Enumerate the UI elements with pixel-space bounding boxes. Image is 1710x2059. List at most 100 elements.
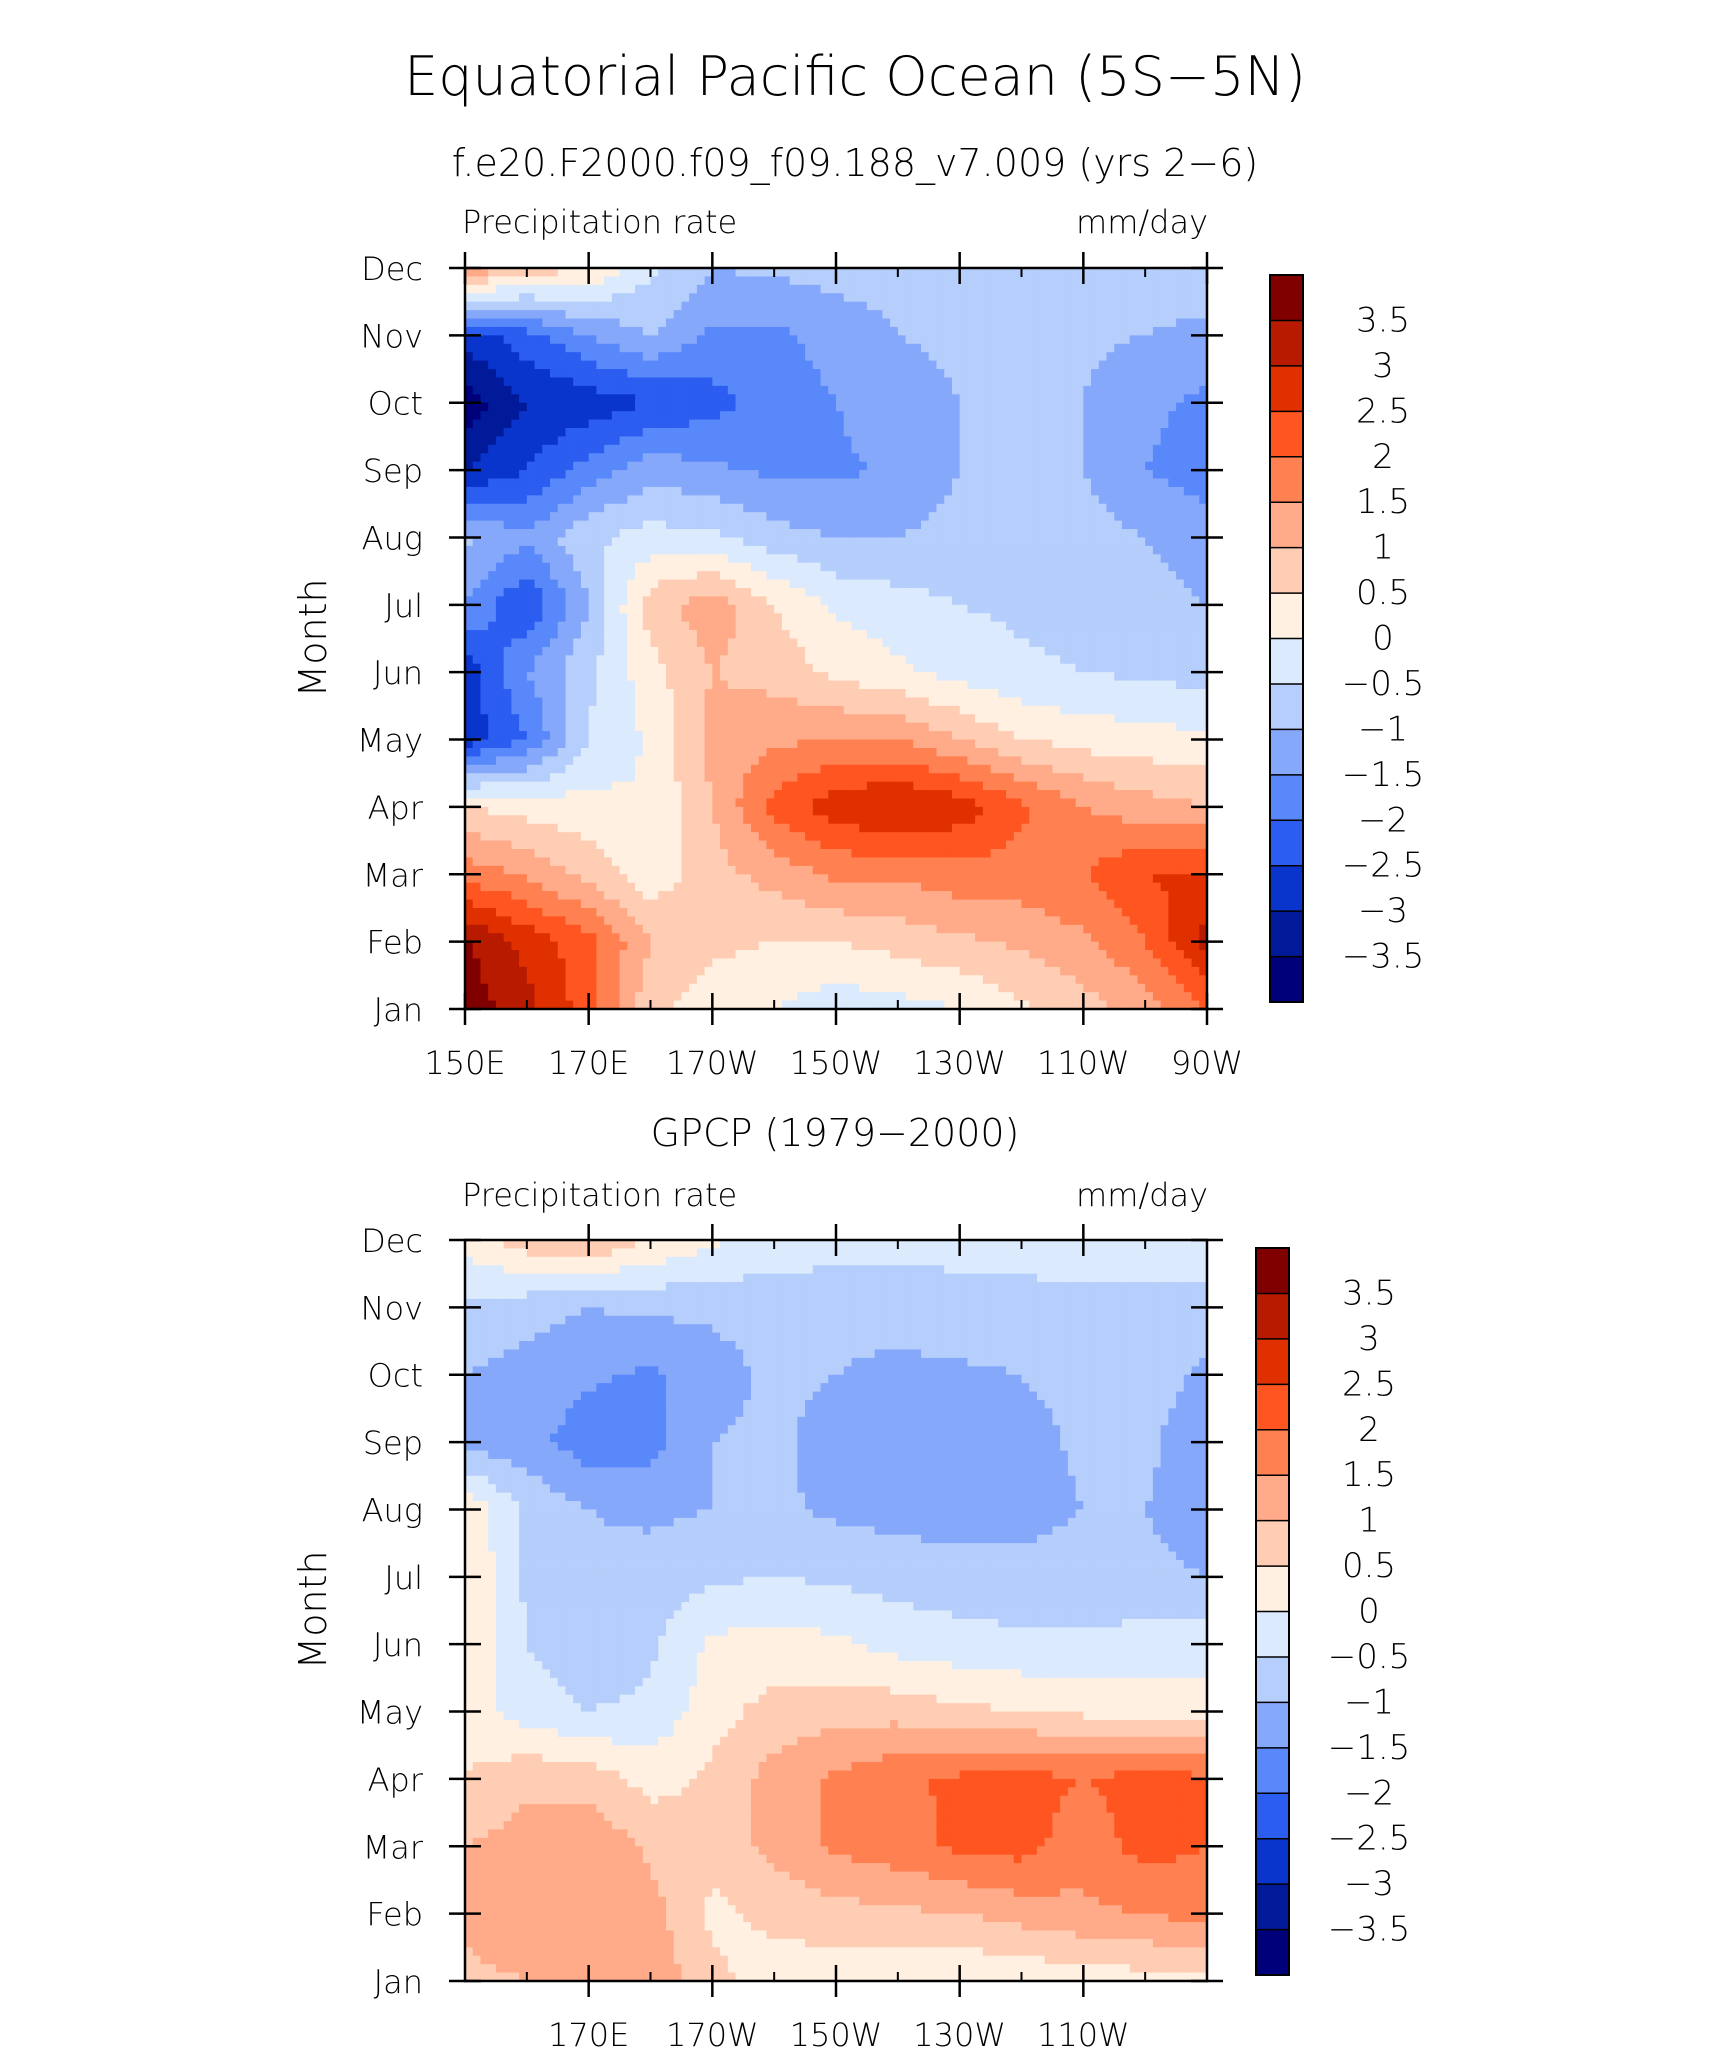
contour-cell	[735, 444, 744, 454]
contour-cell	[882, 655, 891, 665]
contour-cell	[503, 621, 512, 631]
contour-cell	[1183, 646, 1193, 656]
contour-cell	[866, 268, 876, 278]
contour-cell	[882, 453, 891, 463]
contour-cell	[604, 385, 613, 395]
contour-cell	[511, 385, 520, 395]
contour-cell	[689, 537, 698, 547]
contour-cell	[951, 268, 961, 278]
contour-cell	[743, 343, 752, 353]
contour-cell	[557, 453, 567, 463]
contour-cell	[735, 419, 744, 429]
contour-cell	[820, 562, 829, 572]
contour-cell	[951, 663, 961, 673]
contour-cell	[534, 571, 543, 581]
contour-cell	[627, 478, 636, 488]
contour-cell	[696, 520, 706, 530]
contour-cell	[774, 310, 783, 320]
contour-cell	[488, 503, 497, 513]
contour-cell	[1021, 276, 1030, 286]
contour-cell	[897, 495, 907, 505]
contour-cell	[689, 369, 698, 379]
contour-cell	[596, 512, 605, 522]
contour-cell	[573, 427, 582, 438]
contour-cell	[1006, 503, 1015, 513]
contour-cell	[750, 394, 760, 404]
contour-cell	[573, 537, 582, 547]
contour-cell	[1067, 318, 1077, 328]
contour-cell	[866, 503, 876, 513]
contour-cell	[557, 276, 567, 286]
contour-cell	[689, 672, 698, 682]
contour-cell	[805, 385, 814, 395]
contour-cell	[812, 571, 822, 581]
contour-cell	[727, 385, 737, 395]
contour-cell	[959, 663, 968, 673]
contour-cell	[1106, 646, 1115, 656]
contour-cell	[635, 310, 644, 320]
contour-cell	[588, 537, 597, 547]
contour-cell	[874, 360, 883, 370]
contour-cell	[774, 672, 783, 682]
contour-cell	[465, 301, 474, 311]
contour-cell	[982, 503, 992, 513]
contour-cell	[890, 301, 899, 311]
contour-cell	[1191, 554, 1200, 564]
contour-cell	[998, 478, 1007, 488]
contour-cell	[836, 419, 845, 429]
contour-cell	[1013, 503, 1023, 513]
contour-cell	[882, 436, 891, 446]
contour-cell	[604, 335, 613, 345]
contour-cell	[526, 621, 536, 631]
contour-cell	[781, 655, 791, 665]
contour-cell	[488, 680, 497, 690]
contour-cell	[580, 529, 590, 539]
contour-cell	[704, 419, 713, 429]
contour-cell	[828, 545, 837, 555]
contour-cell	[836, 385, 845, 395]
contour-cell	[1067, 276, 1077, 286]
contour-cell	[642, 343, 652, 353]
contour-cell	[627, 293, 636, 303]
contour-cell	[843, 301, 853, 311]
contour-cell	[511, 360, 520, 370]
contour-cell	[797, 579, 806, 589]
contour-cell	[789, 537, 798, 547]
contour-cell	[704, 571, 713, 581]
contour-cell	[1021, 638, 1030, 648]
contour-cell	[874, 453, 883, 463]
contour-cell	[727, 537, 737, 547]
contour-cell	[565, 545, 574, 555]
contour-cell	[851, 646, 860, 656]
contour-cell	[488, 343, 497, 353]
contour-cell	[542, 318, 551, 328]
contour-cell	[1067, 571, 1077, 581]
contour-cell	[944, 562, 953, 572]
contour-cell	[681, 369, 690, 379]
contour-cell	[1199, 326, 1208, 336]
contour-cell	[1121, 529, 1131, 539]
contour-cell	[511, 470, 520, 480]
contour-cell	[550, 444, 559, 454]
contour-cell	[1160, 394, 1169, 404]
contour-cell	[1091, 689, 1100, 699]
contour-cell	[735, 301, 744, 311]
contour-cell	[557, 268, 567, 278]
contour-cell	[1199, 419, 1208, 429]
contour-cell	[503, 638, 512, 648]
contour-cell	[526, 545, 536, 555]
contour-cell	[1129, 343, 1139, 353]
contour-cell	[519, 512, 528, 522]
contour-cell	[967, 554, 976, 564]
contour-cell	[1052, 579, 1061, 589]
contour-cell	[650, 621, 659, 631]
contour-cell	[573, 495, 582, 505]
contour-cell	[1091, 470, 1100, 480]
contour-cell	[982, 461, 992, 471]
contour-cell	[1129, 646, 1139, 656]
contour-cell	[635, 436, 644, 446]
contour-cell	[828, 503, 837, 513]
contour-cell	[627, 596, 636, 606]
contour-cell	[866, 554, 876, 564]
contour-cell	[758, 444, 768, 454]
